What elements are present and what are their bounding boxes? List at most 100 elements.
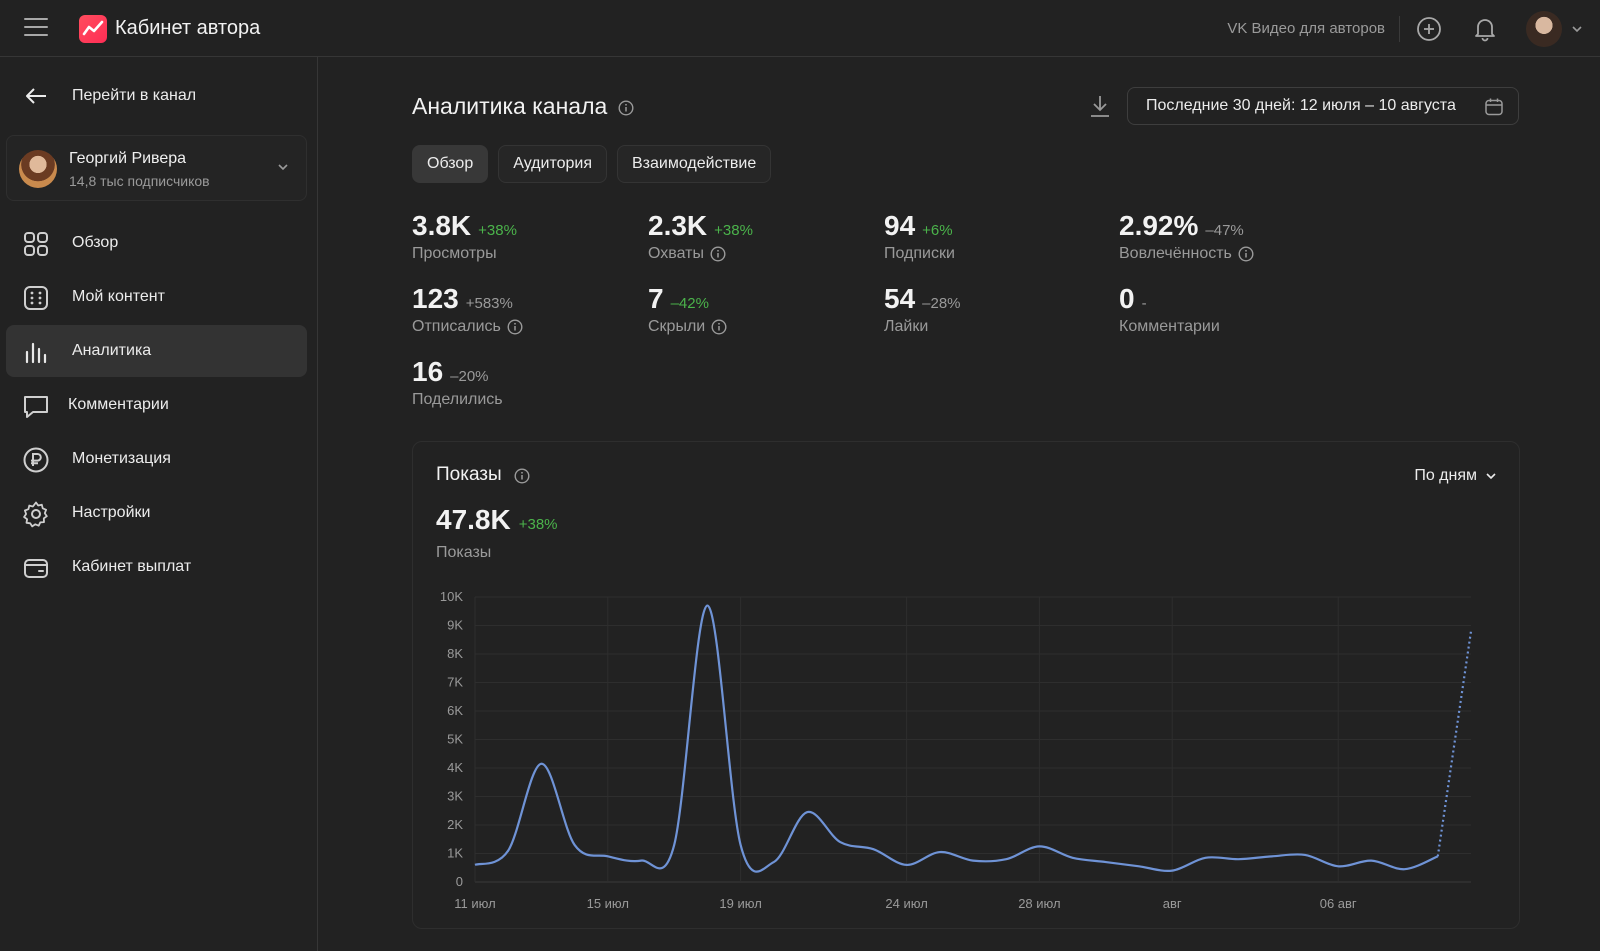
- y-tick-label: 0: [456, 874, 463, 889]
- sidebar-item-label: Кабинет выплат: [72, 558, 192, 575]
- sidebar-nav: Обзор Мой контент Аналитика Комментарии …: [6, 217, 307, 595]
- metric-subscriptions: 94 +6% Подписки: [884, 210, 1114, 263]
- metric-value: 2.3K: [648, 210, 708, 241]
- metric-change: –47%: [1205, 222, 1244, 239]
- metric-change: –28%: [922, 295, 961, 312]
- sidebar-item-label: Настройки: [72, 504, 151, 521]
- arrow-left-icon: [26, 88, 46, 104]
- sidebar-item-analytics[interactable]: Аналитика: [6, 325, 307, 377]
- metric-change: +583%: [465, 295, 513, 312]
- metric-label: Просмотры: [412, 245, 497, 262]
- x-tick-label: авг: [1163, 896, 1182, 911]
- metric-value: 16: [412, 356, 444, 387]
- chart-total-label: Показы: [436, 544, 492, 561]
- metric-label: Вовлечённость: [1119, 245, 1232, 262]
- date-range-picker[interactable]: Последние 30 дней: 12 июля – 10 августа: [1127, 87, 1519, 125]
- metric-value: 3.8K: [412, 210, 472, 241]
- metric-label: Подписки: [884, 245, 955, 262]
- sidebar-item-payouts[interactable]: Кабинет выплат: [6, 541, 307, 593]
- tab-engagement[interactable]: Взаимодействие: [617, 145, 772, 183]
- y-tick-label: 8K: [447, 646, 463, 661]
- metric-change: –20%: [450, 368, 489, 385]
- top-right-actions: VK Видео для авторов: [1227, 0, 1584, 57]
- metric-label: Лайки: [884, 318, 929, 335]
- top-bar: Кабинет автора VK Видео для авторов: [0, 0, 1600, 57]
- metric-value: 7: [648, 283, 664, 314]
- ruble-icon: [23, 447, 49, 473]
- impressions-chart-card: Показы По дням 47.8K +38% Показы 0 1K 2K 3K…: [412, 441, 1520, 929]
- tab-audience[interactable]: Аудитория: [498, 145, 607, 183]
- x-tick-label: 28 июл: [1018, 896, 1060, 911]
- metric-value: 123: [412, 283, 459, 314]
- sidebar: Перейти в канал Георгий Ривера 14,8 тыс …: [0, 57, 318, 951]
- y-tick-label: 4K: [447, 760, 463, 775]
- y-tick-label: 2K: [447, 817, 463, 832]
- metric-engagement: 2.92% –47% Вовлечённость: [1119, 210, 1349, 263]
- metric-label: Поделились: [412, 391, 503, 408]
- chart-title: Показы: [436, 464, 502, 485]
- user-avatar[interactable]: [1526, 10, 1562, 47]
- info-icon[interactable]: [1238, 246, 1254, 262]
- metric-hidden: 7 –42% Скрыли: [648, 283, 878, 336]
- metric-unsubscribed: 123 +583% Отписались: [412, 283, 642, 336]
- metric-change: +38%: [478, 222, 517, 239]
- impressions-line-chart: 0 1K 2K 3K 4K 5K 6K 7K 8K 9K 10K 11 июл 15 июл 19 июл…: [440, 589, 1473, 911]
- series-line-partial: [1436, 631, 1473, 857]
- bell-icon[interactable]: [1470, 14, 1500, 44]
- sidebar-item-label: Комментарии: [68, 396, 169, 413]
- chart-total-value: 47.8K: [436, 504, 511, 535]
- app-logo[interactable]: [79, 15, 107, 43]
- channel-subscribers: 14,8 тыс подписчиков: [69, 173, 210, 189]
- metric-value: 94: [884, 210, 916, 241]
- grid-icon: [24, 232, 48, 256]
- metric-change: –42%: [670, 295, 709, 312]
- x-tick-label: 06 авг: [1320, 896, 1357, 911]
- sidebar-item-label: Монетизация: [72, 450, 171, 467]
- info-icon[interactable]: [711, 319, 727, 335]
- back-to-channel-link[interactable]: Перейти в канал: [24, 81, 196, 111]
- channel-switcher[interactable]: Георгий Ривера 14,8 тыс подписчиков: [6, 135, 307, 201]
- y-tick-label: 6K: [447, 703, 463, 718]
- y-tick-label: 1K: [447, 846, 463, 861]
- chevron-down-icon: [1486, 473, 1496, 480]
- metric-comments: 0- Комментарии: [1119, 283, 1349, 336]
- add-icon[interactable]: [1414, 14, 1444, 44]
- chart-total-change: +38%: [518, 516, 558, 533]
- info-icon[interactable]: [507, 319, 523, 335]
- chevron-down-icon[interactable]: [1570, 22, 1584, 36]
- x-tick-label: 19 июл: [719, 896, 761, 911]
- period-selector[interactable]: По дням: [1414, 467, 1497, 485]
- menu-icon[interactable]: [24, 18, 48, 38]
- metric-label: Отписались: [412, 318, 501, 335]
- metric-change: -: [1141, 295, 1147, 312]
- sidebar-item-my-content[interactable]: Мой контент: [6, 271, 307, 323]
- x-tick-label: 24 июл: [885, 896, 927, 911]
- metric-value: 0: [1119, 283, 1135, 314]
- download-icon[interactable]: [1088, 93, 1112, 119]
- metric-change: +6%: [922, 222, 953, 239]
- sidebar-item-settings[interactable]: Настройки: [6, 487, 307, 539]
- metric-reach: 2.3K +38% Охваты: [648, 210, 878, 263]
- channel-avatar: [19, 150, 57, 188]
- sidebar-item-monetization[interactable]: Монетизация: [6, 433, 307, 485]
- sidebar-item-comments[interactable]: Комментарии: [6, 379, 307, 431]
- metric-views: 3.8K +38% Просмотры: [412, 210, 642, 263]
- content-icon: [24, 286, 48, 310]
- wallet-icon: [24, 559, 48, 578]
- info-icon[interactable]: [514, 468, 530, 484]
- y-tick-label: 9K: [447, 618, 463, 633]
- metric-shares: 16 –20% Поделились: [412, 356, 642, 409]
- x-tick-label: 15 июл: [587, 896, 629, 911]
- info-icon[interactable]: [618, 100, 634, 116]
- channel-name: Георгий Ривера: [69, 150, 187, 167]
- metric-label: Комментарии: [1119, 318, 1220, 335]
- metric-label: Скрыли: [648, 318, 706, 335]
- vk-video-link[interactable]: VK Видео для авторов: [1227, 20, 1385, 37]
- info-icon[interactable]: [710, 246, 726, 262]
- calendar-icon: [1485, 98, 1503, 116]
- y-tick-label: 5K: [447, 732, 463, 747]
- tab-overview[interactable]: Обзор: [412, 145, 489, 183]
- y-tick-label: 7K: [447, 675, 463, 690]
- chart-total: 47.8K +38%: [436, 504, 558, 536]
- sidebar-item-overview[interactable]: Обзор: [6, 217, 307, 269]
